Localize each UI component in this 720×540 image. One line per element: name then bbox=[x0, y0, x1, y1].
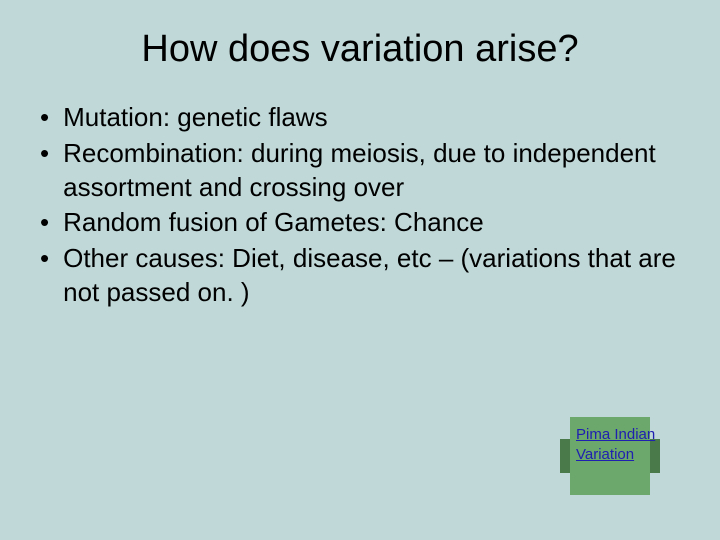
bullet-marker: • bbox=[40, 101, 49, 135]
link-graphic[interactable]: Pima Indian Variation bbox=[560, 417, 660, 495]
list-item: • Recombination: during meiosis, due to … bbox=[40, 137, 680, 205]
bullet-marker: • bbox=[40, 242, 49, 276]
list-item: • Mutation: genetic flaws bbox=[40, 101, 680, 135]
list-item: • Random fusion of Gametes: Chance bbox=[40, 206, 680, 240]
link-bar-left bbox=[560, 439, 570, 473]
bullet-text: Other causes: Diet, disease, etc – (vari… bbox=[63, 242, 680, 310]
bullet-text: Mutation: genetic flaws bbox=[63, 101, 327, 135]
bullet-text: Recombination: during meiosis, due to in… bbox=[63, 137, 680, 205]
bullet-text: Random fusion of Gametes: Chance bbox=[63, 206, 484, 240]
list-item: • Other causes: Diet, disease, etc – (va… bbox=[40, 242, 680, 310]
bullet-marker: • bbox=[40, 137, 49, 171]
page-title: How does variation arise? bbox=[0, 0, 720, 101]
bullet-marker: • bbox=[40, 206, 49, 240]
bullet-list: • Mutation: genetic flaws • Recombinatio… bbox=[0, 101, 720, 310]
link-text[interactable]: Pima Indian Variation bbox=[576, 425, 660, 464]
